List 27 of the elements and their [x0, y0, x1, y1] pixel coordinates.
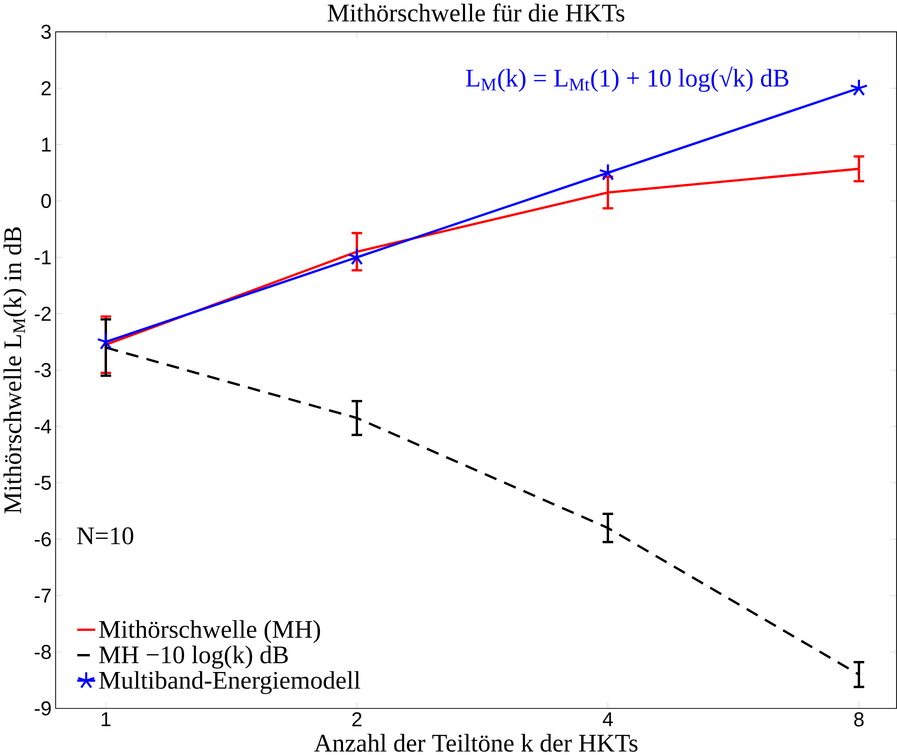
x-axis-title: Anzahl der Teiltöne k der HKTs: [314, 734, 638, 752]
y-tick-label: -9: [34, 701, 51, 716]
y-tick-label: 3: [41, 24, 51, 39]
y-tick-label: -8: [34, 644, 51, 659]
point: [598, 163, 617, 181]
annotation: L$_{M}$(k) = L$_{Mt}$(1) + 10 log(√k) dB: [466, 66, 788, 92]
legend-label: Mithörschwelle (MH): [99, 620, 320, 643]
y-tick-label: 1: [42, 138, 51, 152]
x-tick-label: 2: [352, 712, 362, 726]
legend-label: Multiband-Energiemodell: [99, 670, 360, 694]
chart-title: Mithörschwelle für die HKTs: [328, 3, 624, 22]
y-tick-label: -6: [34, 532, 51, 546]
y-tick-label: 2: [42, 81, 51, 96]
x-tick-label: 4: [602, 712, 613, 726]
y-tick-label: 0: [41, 194, 51, 208]
x-tick-label: 1: [102, 712, 110, 726]
x-tick-label: 8: [854, 712, 864, 726]
point: [348, 248, 366, 266]
annotation: N=10: [77, 527, 134, 544]
y-tick-label: -2: [34, 306, 51, 321]
y-tick-label: -3: [34, 362, 51, 378]
y-tick-label: -5: [34, 476, 51, 490]
y-tick-label: -7: [34, 588, 51, 602]
y-tick-label: -4: [34, 419, 52, 434]
legend-label: MH −10 log(k) dB: [99, 646, 288, 669]
y-tick-label: -1: [34, 250, 51, 264]
y-axis-title: Mithörschwelle L$_{M}$(k) in dB: [4, 227, 26, 514]
